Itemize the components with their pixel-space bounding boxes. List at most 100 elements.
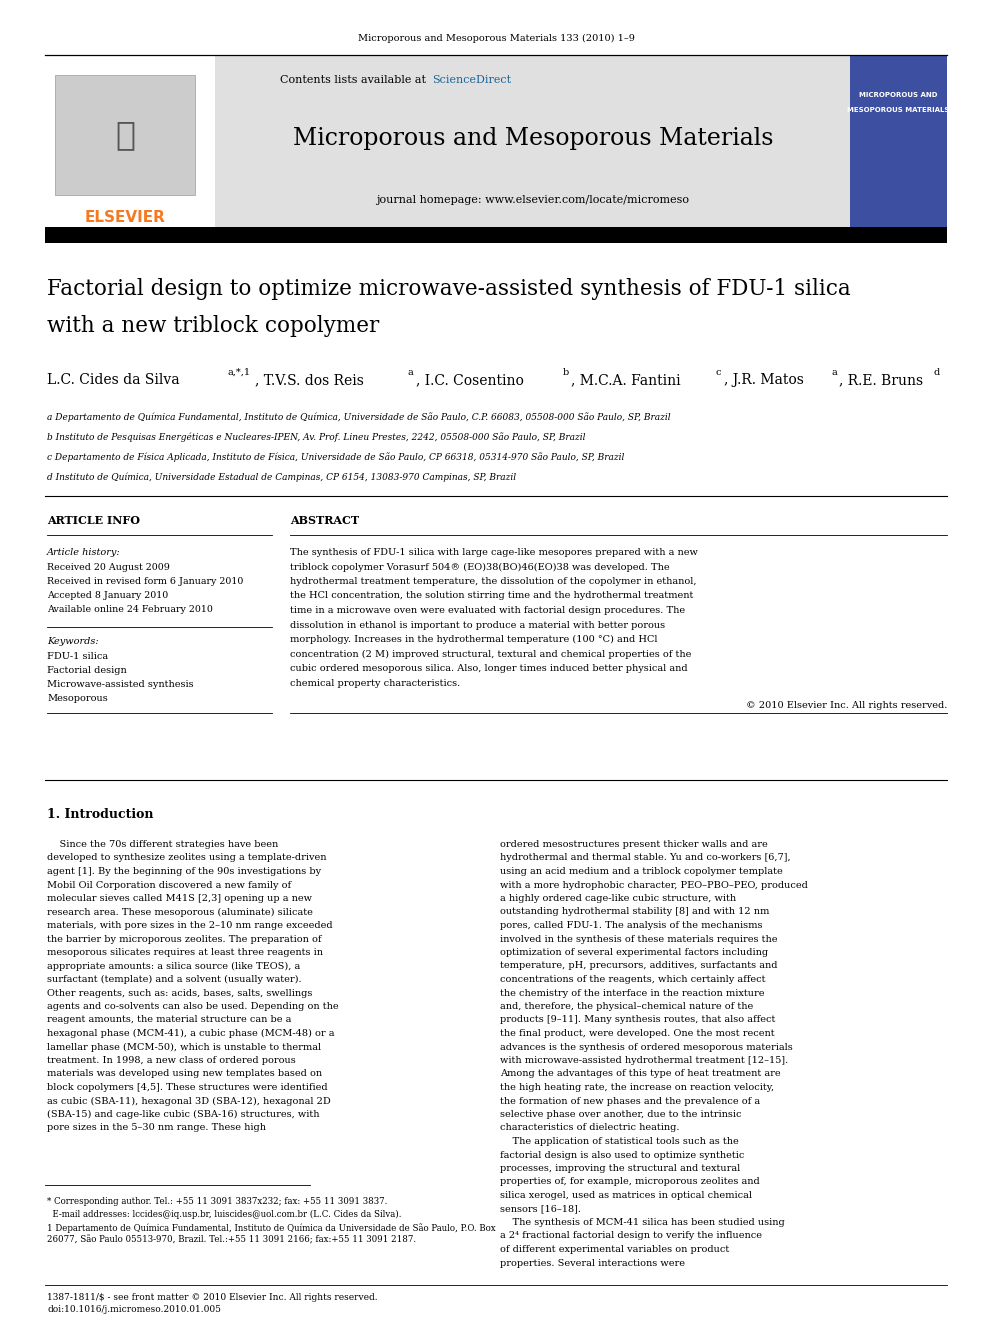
Text: research area. These mesoporous (aluminate) silicate: research area. These mesoporous (alumina…: [47, 908, 312, 917]
Text: d: d: [933, 368, 939, 377]
Text: L.C. Cides da Silva: L.C. Cides da Silva: [47, 373, 180, 388]
Text: journal homepage: www.elsevier.com/locate/micromeso: journal homepage: www.elsevier.com/locat…: [377, 194, 689, 205]
Text: developed to synthesize zeolites using a template-driven: developed to synthesize zeolites using a…: [47, 853, 326, 863]
Text: time in a microwave oven were evaluated with factorial design procedures. The: time in a microwave oven were evaluated …: [290, 606, 685, 615]
Text: a: a: [831, 368, 836, 377]
Text: Accepted 8 January 2010: Accepted 8 January 2010: [47, 591, 169, 601]
Text: b Instituto de Pesquisas Energéticas e Nucleares-IPEN, Av. Prof. Lineu Prestes, : b Instituto de Pesquisas Energéticas e N…: [47, 433, 585, 442]
Bar: [215, 56, 850, 230]
Text: concentrations of the reagents, which certainly affect: concentrations of the reagents, which ce…: [500, 975, 766, 984]
Text: characteristics of dielectric heating.: characteristics of dielectric heating.: [500, 1123, 680, 1132]
Text: Available online 24 February 2010: Available online 24 February 2010: [47, 605, 213, 614]
Text: Received 20 August 2009: Received 20 August 2009: [47, 564, 170, 572]
Text: lamellar phase (MCM-50), which is unstable to thermal: lamellar phase (MCM-50), which is unstab…: [47, 1043, 321, 1052]
Text: materials, with pore sizes in the 2–10 nm range exceeded: materials, with pore sizes in the 2–10 n…: [47, 921, 332, 930]
Text: The application of statistical tools such as the: The application of statistical tools suc…: [500, 1136, 739, 1146]
Text: Factorial design: Factorial design: [47, 665, 127, 675]
Text: * Corresponding author. Tel.: +55 11 3091 3837x232; fax: +55 11 3091 3837.: * Corresponding author. Tel.: +55 11 309…: [47, 1197, 387, 1207]
Text: cubic ordered mesoporous silica. Also, longer times induced better physical and: cubic ordered mesoporous silica. Also, l…: [290, 664, 687, 673]
Text: Microporous and Mesoporous Materials: Microporous and Mesoporous Materials: [293, 127, 773, 149]
Text: E-mail addresses: lccides@iq.usp.br, luiscides@uol.com.br (L.C. Cides da Silva).: E-mail addresses: lccides@iq.usp.br, lui…: [47, 1211, 402, 1218]
Text: Factorial design to optimize microwave-assisted synthesis of FDU-1 silica: Factorial design to optimize microwave-a…: [47, 278, 851, 300]
Text: factorial design is also used to optimize synthetic: factorial design is also used to optimiz…: [500, 1151, 744, 1159]
Text: appropriate amounts: a silica source (like TEOS), a: appropriate amounts: a silica source (li…: [47, 962, 301, 971]
Text: silica xerogel, used as matrices in optical chemical: silica xerogel, used as matrices in opti…: [500, 1191, 752, 1200]
Text: a highly ordered cage-like cubic structure, with: a highly ordered cage-like cubic structu…: [500, 894, 736, 904]
Text: with microwave-assisted hydrothermal treatment [12–15].: with microwave-assisted hydrothermal tre…: [500, 1056, 789, 1065]
Text: b: b: [563, 368, 569, 377]
Text: sensors [16–18].: sensors [16–18].: [500, 1204, 581, 1213]
Text: c Departamento de Física Aplicada, Instituto de Física, Universidade de São Paul: c Departamento de Física Aplicada, Insti…: [47, 452, 624, 462]
Text: a Departamento de Química Fundamental, Instituto de Química, Universidade de São: a Departamento de Química Fundamental, I…: [47, 411, 671, 422]
Text: The synthesis of MCM-41 silica has been studied using: The synthesis of MCM-41 silica has been …: [500, 1218, 785, 1226]
Text: properties of, for example, microporous zeolites and: properties of, for example, microporous …: [500, 1177, 760, 1187]
Text: dissolution in ethanol is important to produce a material with better porous: dissolution in ethanol is important to p…: [290, 620, 665, 630]
Text: a 2⁴ fractional factorial design to verify the influence: a 2⁴ fractional factorial design to veri…: [500, 1232, 762, 1241]
Text: the high heating rate, the increase on reaction velocity,: the high heating rate, the increase on r…: [500, 1084, 774, 1091]
Text: the chemistry of the interface in the reaction mixture: the chemistry of the interface in the re…: [500, 988, 765, 998]
Bar: [45, 56, 215, 230]
Text: ScienceDirect: ScienceDirect: [432, 75, 511, 85]
Text: ELSEVIER: ELSEVIER: [84, 210, 166, 225]
Text: (SBA-15) and cage-like cubic (SBA-16) structures, with: (SBA-15) and cage-like cubic (SBA-16) st…: [47, 1110, 319, 1119]
Text: of different experimental variables on product: of different experimental variables on p…: [500, 1245, 729, 1254]
Text: the formation of new phases and the prevalence of a: the formation of new phases and the prev…: [500, 1097, 760, 1106]
Text: advances is the synthesis of ordered mesoporous materials: advances is the synthesis of ordered mes…: [500, 1043, 793, 1052]
Bar: [45, 228, 947, 243]
Text: involved in the synthesis of these materials requires the: involved in the synthesis of these mater…: [500, 934, 778, 943]
Text: hydrothermal treatment temperature, the dissolution of the copolymer in ethanol,: hydrothermal treatment temperature, the …: [290, 577, 696, 586]
Text: , R.E. Bruns: , R.E. Bruns: [839, 373, 924, 388]
Text: products [9–11]. Many synthesis routes, that also affect: products [9–11]. Many synthesis routes, …: [500, 1016, 776, 1024]
Text: the barrier by microporous zeolites. The preparation of: the barrier by microporous zeolites. The…: [47, 934, 321, 943]
Text: a: a: [408, 368, 414, 377]
Text: , M.C.A. Fantini: , M.C.A. Fantini: [571, 373, 681, 388]
Text: agent [1]. By the beginning of the 90s investigations by: agent [1]. By the beginning of the 90s i…: [47, 867, 321, 876]
Text: , I.C. Cosentino: , I.C. Cosentino: [416, 373, 524, 388]
Text: and, therefore, the physical–chemical nature of the: and, therefore, the physical–chemical na…: [500, 1002, 753, 1011]
Text: agents and co-solvents can also be used. Depending on the: agents and co-solvents can also be used.…: [47, 1002, 338, 1011]
Text: Mesoporous: Mesoporous: [47, 695, 108, 703]
Text: treatment. In 1998, a new class of ordered porous: treatment. In 1998, a new class of order…: [47, 1056, 296, 1065]
Text: as cubic (SBA-11), hexagonal 3D (SBA-12), hexagonal 2D: as cubic (SBA-11), hexagonal 3D (SBA-12)…: [47, 1097, 330, 1106]
Text: materials was developed using new templates based on: materials was developed using new templa…: [47, 1069, 322, 1078]
Text: 26077, São Paulo 05513-970, Brazil. Tel.:+55 11 3091 2166; fax:+55 11 3091 2187.: 26077, São Paulo 05513-970, Brazil. Tel.…: [47, 1234, 416, 1245]
Text: Since the 70s different strategies have been: Since the 70s different strategies have …: [47, 840, 278, 849]
Text: mesoporous silicates requires at least three reagents in: mesoporous silicates requires at least t…: [47, 949, 323, 957]
Text: MICROPOROUS AND: MICROPOROUS AND: [859, 93, 937, 98]
Text: 🌳: 🌳: [115, 119, 135, 152]
Text: morphology. Increases in the hydrothermal temperature (100 °C) and HCl: morphology. Increases in the hydrotherma…: [290, 635, 658, 644]
Text: pore sizes in the 5–30 nm range. These high: pore sizes in the 5–30 nm range. These h…: [47, 1123, 266, 1132]
Bar: [850, 56, 947, 230]
Text: concentration (2 M) improved structural, textural and chemical properties of the: concentration (2 M) improved structural,…: [290, 650, 691, 659]
Text: Mobil Oil Corporation discovered a new family of: Mobil Oil Corporation discovered a new f…: [47, 881, 291, 889]
Text: block copolymers [4,5]. These structures were identified: block copolymers [4,5]. These structures…: [47, 1084, 327, 1091]
Text: hydrothermal and thermal stable. Yu and co-workers [6,7],: hydrothermal and thermal stable. Yu and …: [500, 853, 791, 863]
Text: 1387-1811/$ - see front matter © 2010 Elsevier Inc. All rights reserved.: 1387-1811/$ - see front matter © 2010 El…: [47, 1293, 378, 1302]
Text: a,*,1: a,*,1: [228, 368, 251, 377]
Text: with a more hydrophobic character, PEO–PBO–PEO, produced: with a more hydrophobic character, PEO–P…: [500, 881, 807, 889]
Text: pores, called FDU-1. The analysis of the mechanisms: pores, called FDU-1. The analysis of the…: [500, 921, 763, 930]
Text: Received in revised form 6 January 2010: Received in revised form 6 January 2010: [47, 577, 243, 586]
Text: Microwave-assisted synthesis: Microwave-assisted synthesis: [47, 680, 193, 689]
Text: The synthesis of FDU-1 silica with large cage-like mesopores prepared with a new: The synthesis of FDU-1 silica with large…: [290, 548, 698, 557]
Text: doi:10.1016/j.micromeso.2010.01.005: doi:10.1016/j.micromeso.2010.01.005: [47, 1304, 221, 1314]
Text: temperature, pH, precursors, additives, surfactants and: temperature, pH, precursors, additives, …: [500, 962, 778, 971]
Text: 1. Introduction: 1. Introduction: [47, 808, 154, 822]
Text: selective phase over another, due to the intrinsic: selective phase over another, due to the…: [500, 1110, 741, 1119]
Text: FDU-1 silica: FDU-1 silica: [47, 652, 108, 662]
Text: ordered mesostructures present thicker walls and are: ordered mesostructures present thicker w…: [500, 840, 768, 849]
Text: , T.V.S. dos Reis: , T.V.S. dos Reis: [255, 373, 364, 388]
Text: Article history:: Article history:: [47, 548, 121, 557]
Text: using an acid medium and a triblock copolymer template: using an acid medium and a triblock copo…: [500, 867, 783, 876]
Bar: [55, 75, 195, 194]
Text: ABSTRACT: ABSTRACT: [290, 515, 359, 527]
Text: Among the advantages of this type of heat treatment are: Among the advantages of this type of hea…: [500, 1069, 781, 1078]
Text: processes, improving the structural and textural: processes, improving the structural and …: [500, 1164, 740, 1174]
Text: reagent amounts, the material structure can be a: reagent amounts, the material structure …: [47, 1016, 292, 1024]
Text: Contents lists available at: Contents lists available at: [281, 75, 430, 85]
Text: Keywords:: Keywords:: [47, 636, 98, 646]
Text: outstanding hydrothermal stability [8] and with 12 nm: outstanding hydrothermal stability [8] a…: [500, 908, 770, 917]
Text: hexagonal phase (MCM-41), a cubic phase (MCM-48) or a: hexagonal phase (MCM-41), a cubic phase …: [47, 1029, 334, 1039]
Text: chemical property characteristics.: chemical property characteristics.: [290, 679, 460, 688]
Text: , J.R. Matos: , J.R. Matos: [724, 373, 804, 388]
